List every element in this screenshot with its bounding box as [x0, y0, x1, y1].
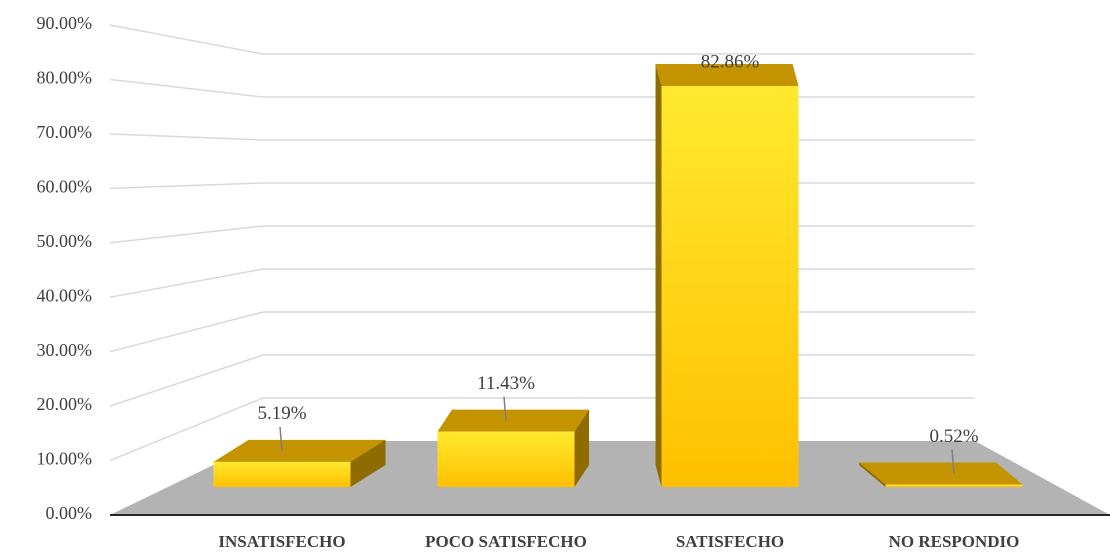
bar: [885, 484, 1023, 487]
y-tick-label: 80.00%: [37, 68, 93, 88]
grid-line: [109, 133, 264, 141]
x-tick-label: INSATISFECHO: [218, 532, 345, 551]
y-tick-label: 10.00%: [37, 449, 93, 469]
bar-side: [655, 64, 662, 487]
grid-line: [109, 268, 264, 298]
y-tick-label: 40.00%: [37, 285, 93, 305]
bars: 5.19% 11.43% 82.86% 0.52%: [213, 51, 1023, 487]
y-tick-label: 20.00%: [37, 394, 93, 414]
x-tick-label: SATISFECHO: [676, 532, 784, 551]
grid-line: [109, 311, 264, 353]
data-label: 11.43%: [477, 373, 535, 394]
bar-top: [655, 64, 799, 86]
bar-side: [350, 439, 386, 487]
bar-top: [437, 409, 590, 432]
bar: [437, 431, 575, 487]
grid-line: [109, 354, 264, 407]
leader-line: [503, 396, 507, 421]
grid-line: [109, 24, 264, 55]
grid-line: [109, 182, 264, 190]
data-label: 82.86%: [701, 51, 760, 72]
grid-line: [109, 225, 264, 244]
y-tick-label: 0.00%: [46, 503, 93, 523]
bar-top: [859, 462, 1023, 485]
y-tick-label: 60.00%: [37, 176, 93, 196]
leader-line: [279, 426, 283, 451]
grid: [109, 24, 975, 462]
grid-line: [109, 78, 264, 98]
bar-side: [859, 462, 886, 487]
x-tick-label: POCO SATISFECHO: [425, 532, 587, 551]
bar-top: [213, 439, 386, 462]
leader-line: [951, 449, 955, 474]
data-label: 0.52%: [929, 426, 978, 447]
bar: [661, 86, 799, 487]
y-tick-label: 30.00%: [37, 340, 93, 360]
x-tick-label: NO RESPONDIO: [889, 532, 1020, 551]
grid-line: [109, 397, 264, 462]
data-label: 5.19%: [257, 403, 306, 424]
bar-side: [574, 409, 590, 487]
y-tick-label: 50.00%: [37, 231, 93, 251]
bar: [213, 461, 351, 487]
y-tick-label: 70.00%: [37, 122, 93, 142]
y-tick-label: 90.00%: [37, 13, 93, 33]
